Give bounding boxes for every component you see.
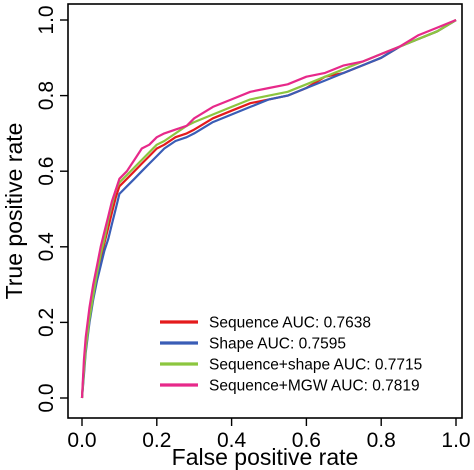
x-axis: 0.0 0.2 0.4 0.6 0.8 1.0 <box>67 418 471 452</box>
legend-label-2: Shape AUC: 0.7595 <box>209 336 346 353</box>
x-tick-label: 0.4 <box>217 429 247 452</box>
series-line-2 <box>80 19 457 399</box>
series-lines <box>80 18 457 399</box>
series-line-4 <box>80 18 457 399</box>
x-tick-label: 0.8 <box>367 429 396 452</box>
legend-label-3: Sequence+shape AUC: 0.7715 <box>209 357 422 374</box>
x-tick-label: 1.0 <box>441 429 470 452</box>
y-tick-label: 0.2 <box>35 308 58 337</box>
plot-frame <box>67 3 463 419</box>
plot-border <box>67 3 463 419</box>
x-tick-label: 0.2 <box>142 429 171 452</box>
y-tick-label: 0.4 <box>35 232 58 262</box>
y-axis: 0.0 0.2 0.4 0.6 0.8 1.0 <box>35 5 68 413</box>
legend: Sequence AUC: 0.7638 Shape AUC: 0.7595 Seq… <box>160 315 422 395</box>
y-tick-label: 0.8 <box>35 81 58 110</box>
series-line-3 <box>80 19 457 399</box>
y-tick-label: 1.0 <box>35 5 58 34</box>
y-tick-label: 0.6 <box>35 157 58 186</box>
legend-label-4: Sequence+MGW AUC: 0.7819 <box>209 378 420 395</box>
y-axis-title: True positive rate <box>1 123 27 300</box>
legend-label-1: Sequence AUC: 0.7638 <box>209 315 371 332</box>
x-axis-title: False positive rate <box>172 444 359 470</box>
x-tick-label: 0.6 <box>292 429 321 452</box>
x-tick-label: 0.0 <box>67 429 96 452</box>
y-tick-label: 0.0 <box>35 383 58 412</box>
